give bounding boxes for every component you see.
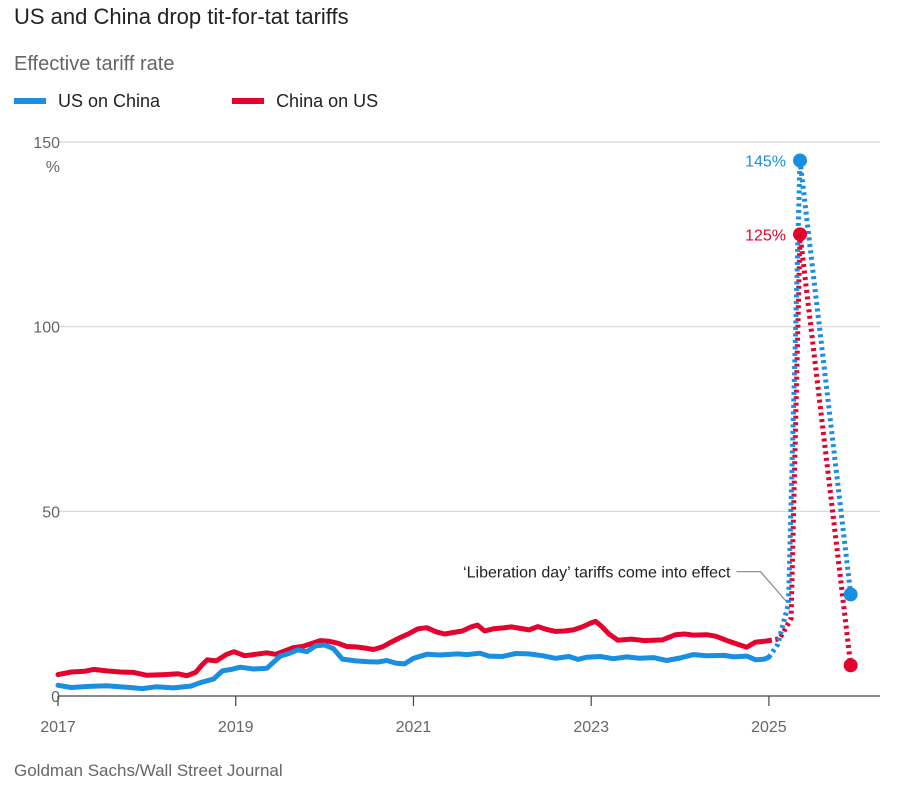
y-unit-label: % — [46, 159, 60, 176]
x-tick-label-2025: 2025 — [751, 719, 787, 736]
chart-title: US and China drop tit-for-tat tariffs — [14, 4, 349, 29]
data-point-us-on-china-1 — [843, 587, 858, 602]
y-tick-label-150: 150 — [33, 135, 60, 152]
annotation-leader — [736, 571, 787, 603]
peak-label-china-on-us: 125% — [745, 227, 786, 244]
peak-label-us-on-china: 145% — [745, 153, 786, 170]
data-point-china-on-us-1 — [843, 658, 858, 673]
x-tick-label-2019: 2019 — [218, 719, 254, 736]
legend-swatch-us-on-china — [14, 98, 46, 104]
data-point-us-on-china-0 — [793, 153, 808, 168]
y-tick-label-0: 0 — [51, 689, 60, 706]
x-tick-label-2023: 2023 — [573, 719, 609, 736]
chart-subtitle: Effective tariff rate — [14, 53, 175, 75]
x-tick-label-2021: 2021 — [396, 719, 432, 736]
legend-item-china-on-us: China on US — [232, 91, 378, 112]
y-tick-label-50: 50 — [42, 504, 60, 521]
series-line-china-on-us — [55, 618, 772, 679]
x-tick-label-2017: 2017 — [40, 719, 76, 736]
annotation-liberation-day: ‘Liberation day’ tariffs come into effec… — [463, 565, 731, 582]
series-line-us-on-china — [55, 642, 772, 692]
legend-label-us-on-china: US on China — [58, 90, 161, 111]
legend-item-us-on-china: US on China — [14, 91, 160, 112]
legend-label-china-on-us: China on US — [276, 90, 379, 111]
legend: US on China China on US — [14, 89, 450, 113]
data-point-china-on-us-0 — [793, 227, 808, 242]
y-tick-label-100: 100 — [33, 320, 60, 337]
series-projection-china-on-us — [768, 231, 854, 666]
legend-swatch-china-on-us — [232, 98, 265, 104]
source-note: Goldman Sachs/Wall Street Journal — [14, 761, 283, 780]
